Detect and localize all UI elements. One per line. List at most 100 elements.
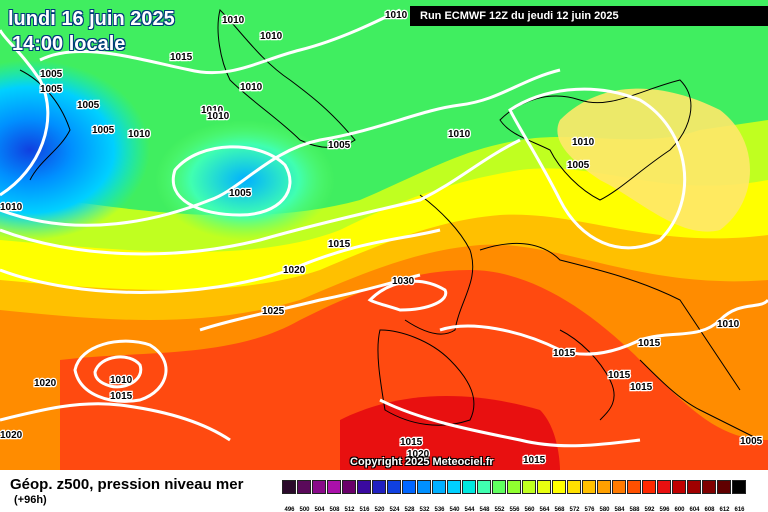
iberia-coast xyxy=(377,329,475,426)
z500-band-red xyxy=(60,270,768,470)
legend-swatch xyxy=(597,480,611,494)
isobar-label: 1005 xyxy=(567,160,590,171)
isobar-label: 1015 xyxy=(523,455,546,466)
isobar-1015-med xyxy=(379,398,641,448)
scandinavia-coast xyxy=(499,79,692,201)
isobar-label: 1015 xyxy=(553,348,576,359)
isobar-label: 1020 xyxy=(34,378,57,389)
isobar-label: 1010 xyxy=(385,10,408,21)
isobar-label: 1010 xyxy=(222,15,245,26)
isobar-1005-west xyxy=(0,29,50,197)
europe-coast xyxy=(479,242,741,391)
isobar-1010-high xyxy=(93,355,143,389)
color-legend xyxy=(282,480,747,498)
legend-swatch xyxy=(642,480,656,494)
legend-value: 588 xyxy=(629,507,640,512)
legend-value: 548 xyxy=(479,507,490,512)
legend-swatch xyxy=(282,480,296,494)
isobar-label: 1010 xyxy=(448,129,471,140)
legend-value: 556 xyxy=(509,507,520,512)
legend-swatch xyxy=(702,480,716,494)
legend-value: 540 xyxy=(449,507,460,512)
isobar-label: 1020 xyxy=(407,449,430,460)
isobars xyxy=(0,8,768,448)
legend-value: 544 xyxy=(464,507,475,512)
legend-swatch xyxy=(537,480,551,494)
copyright: Copyright 2025 Meteociel.fr xyxy=(350,456,494,468)
isobar-1010-arc xyxy=(39,8,401,75)
isobar-1005-center xyxy=(171,145,292,217)
legend-value: 596 xyxy=(659,507,670,512)
legend-swatch xyxy=(552,480,566,494)
isobar-1020-south xyxy=(0,402,231,442)
legend-value: 496 xyxy=(284,507,295,512)
isobar-label: 1005 xyxy=(92,125,115,136)
legend-value: 536 xyxy=(434,507,445,512)
legend-swatch xyxy=(297,480,311,494)
balkan-coast xyxy=(639,359,761,441)
legend-swatch xyxy=(447,480,461,494)
isobar-label: 1010 xyxy=(717,319,740,330)
legend-value: 604 xyxy=(689,507,700,512)
isobar-label: 1015 xyxy=(170,52,193,63)
isobar-label: 1020 xyxy=(283,265,306,276)
z500-low-west xyxy=(0,60,150,240)
legend-swatch xyxy=(627,480,641,494)
legend-swatch xyxy=(732,480,746,494)
forecast-time: 14:00 locale xyxy=(12,33,126,55)
legend-swatch xyxy=(672,480,686,494)
isobar-label: 1015 xyxy=(638,338,661,349)
legend-swatch xyxy=(327,480,341,494)
isobar-label: 1005 xyxy=(229,188,252,199)
isobar-label: 1005 xyxy=(740,436,763,447)
legend-swatch xyxy=(492,480,506,494)
forecast-map: 1010 1015 1010 1005 1005 1005 1005 1010 … xyxy=(0,0,768,470)
legend-swatch xyxy=(312,480,326,494)
legend-value: 612 xyxy=(719,507,730,512)
legend-labels: 496 500 504 508 512 516 520 524 528 532 536 540 544 5… xyxy=(282,498,747,512)
isobar-label: 1010 xyxy=(240,82,263,93)
legend-value: 572 xyxy=(569,507,580,512)
isobar-label: 1005 xyxy=(328,140,351,151)
isobar-label: 1015 xyxy=(400,437,423,448)
isobar-label: 1015 xyxy=(328,239,351,250)
isobar-label: 1030 xyxy=(392,276,415,287)
isobar-label: 1010 xyxy=(110,375,133,386)
footer-bar: Géop. z500, pression niveau mer (+96h) 4… xyxy=(0,470,768,512)
isobar-label: 1010 xyxy=(201,105,224,116)
legend-swatch xyxy=(342,480,356,494)
legend-swatch xyxy=(522,480,536,494)
legend-value: 560 xyxy=(524,507,535,512)
legend-value: 552 xyxy=(494,507,505,512)
isobar-label: 1020 xyxy=(0,430,23,441)
isobar-label: 1015 xyxy=(608,370,631,381)
isobar-1015-a xyxy=(0,138,521,256)
legend-swatch xyxy=(477,480,491,494)
isobar-1020 xyxy=(0,228,441,294)
isobar-label: 1015 xyxy=(110,391,133,402)
uk-coast xyxy=(404,194,474,335)
isobar-1015-europe xyxy=(439,298,768,356)
isobar-label: 1010 xyxy=(0,202,23,213)
legend-value: 516 xyxy=(359,507,370,512)
isobar-label: 1005 xyxy=(40,69,63,80)
isobar-label: 1010 xyxy=(240,82,263,93)
legend-value: 584 xyxy=(614,507,625,512)
legend-swatch xyxy=(387,480,401,494)
z500-ridge-scandinavia xyxy=(557,88,750,232)
legend-swatch xyxy=(402,480,416,494)
coastlines xyxy=(19,9,761,441)
isobar-label: 1010 xyxy=(207,111,230,122)
italy-coast xyxy=(559,329,615,421)
legend-swatch xyxy=(462,480,476,494)
legend-value: 528 xyxy=(404,507,415,512)
legend-value: 580 xyxy=(599,507,610,512)
legend-value: 524 xyxy=(389,507,400,512)
legend-value: 600 xyxy=(674,507,685,512)
legend-swatch xyxy=(417,480,431,494)
z500-band-deep-red xyxy=(340,396,560,470)
legend-value: 616 xyxy=(734,507,745,512)
isobar-1015-high xyxy=(73,339,168,403)
run-label: Run ECMWF 12Z du jeudi 12 juin 2025 xyxy=(410,6,768,26)
legend-value: 568 xyxy=(554,507,565,512)
